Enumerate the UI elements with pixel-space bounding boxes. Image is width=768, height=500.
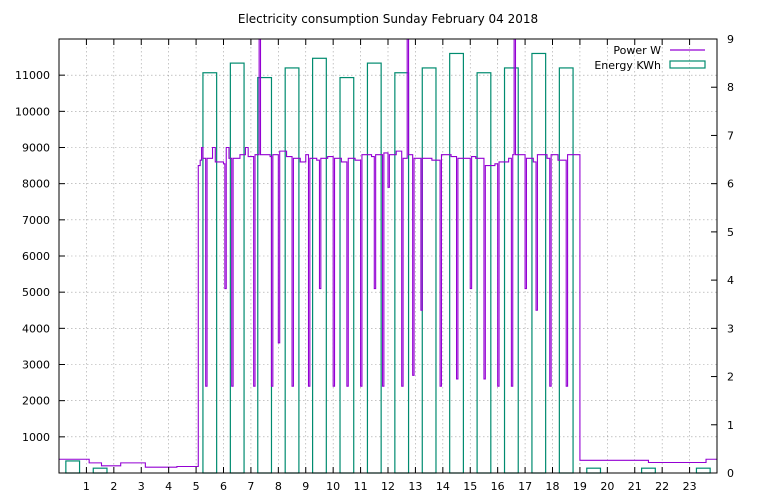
energy-bar [531, 52, 547, 474]
energy-bar [257, 76, 273, 474]
legend-label-energy: Energy KWh [594, 59, 661, 72]
x-tick-label: 11 [354, 480, 368, 493]
x-tick-label: 18 [546, 480, 560, 493]
y-tick-label: 4000 [22, 322, 50, 335]
x-tick-label: 23 [683, 480, 697, 493]
energy-bar [586, 467, 602, 474]
axis-ticks: 1 2 3 4 5 6 7 8 9 10 11 12 13 14 15 16 17 18 19 20 21 22 23100… [15, 33, 734, 493]
energy-bar [92, 467, 108, 474]
y2-tick-label: 3 [727, 322, 734, 335]
x-tick-label: 16 [491, 480, 505, 493]
y2-tick-label: 8 [727, 81, 734, 94]
x-tick-label: 1 [83, 480, 90, 493]
x-tick-label: 4 [165, 480, 172, 493]
y-tick-label: 5000 [22, 286, 50, 299]
x-tick-label: 8 [275, 480, 282, 493]
y2-tick-label: 0 [727, 467, 734, 480]
y2-tick-label: 6 [727, 178, 734, 191]
x-tick-label: 5 [193, 480, 200, 493]
y-tick-label: 3000 [22, 359, 50, 372]
legend: Power W Energy KWh [594, 44, 706, 72]
energy-bar [229, 62, 245, 474]
y2-tick-label: 7 [727, 129, 734, 142]
y-tick-label: 2000 [22, 395, 50, 408]
x-tick-label: 12 [381, 480, 395, 493]
y2-tick-label: 2 [727, 371, 734, 384]
y-tick-label: 11000 [15, 69, 50, 82]
x-tick-label: 17 [518, 480, 532, 493]
x-tick-label: 2 [110, 480, 117, 493]
energy-bar [65, 460, 81, 474]
legend-swatch-energy [669, 60, 706, 69]
y-tick-label: 10000 [15, 105, 50, 118]
y2-tick-label: 5 [727, 226, 734, 239]
x-tick-label: 9 [302, 480, 309, 493]
legend-label-power: Power W [613, 44, 661, 57]
chart-title: Electricity consumption Sunday February … [238, 12, 538, 26]
energy-bar [641, 467, 656, 474]
x-tick-label: 7 [247, 480, 254, 493]
y2-tick-label: 4 [727, 274, 734, 287]
x-tick-label: 22 [655, 480, 669, 493]
energy-bar [421, 67, 437, 474]
grid [59, 39, 717, 473]
x-tick-label: 6 [220, 480, 227, 493]
x-tick-label: 3 [138, 480, 145, 493]
x-tick-label: 19 [573, 480, 587, 493]
y-tick-label: 7000 [22, 214, 50, 227]
energy-bar [202, 72, 218, 474]
x-tick-label: 15 [463, 480, 477, 493]
y-tick-label: 6000 [22, 250, 50, 263]
x-tick-label: 14 [436, 480, 450, 493]
y2-tick-label: 1 [727, 419, 734, 432]
y2-tick-label: 9 [727, 33, 734, 46]
y-tick-label: 1000 [22, 431, 50, 444]
energy-bar [695, 467, 711, 474]
y-tick-label: 8000 [22, 178, 50, 191]
x-tick-label: 21 [628, 480, 642, 493]
x-tick-label: 20 [600, 480, 614, 493]
x-tick-label: 10 [326, 480, 340, 493]
x-tick-label: 13 [408, 480, 422, 493]
y-tick-label: 9000 [22, 142, 50, 155]
